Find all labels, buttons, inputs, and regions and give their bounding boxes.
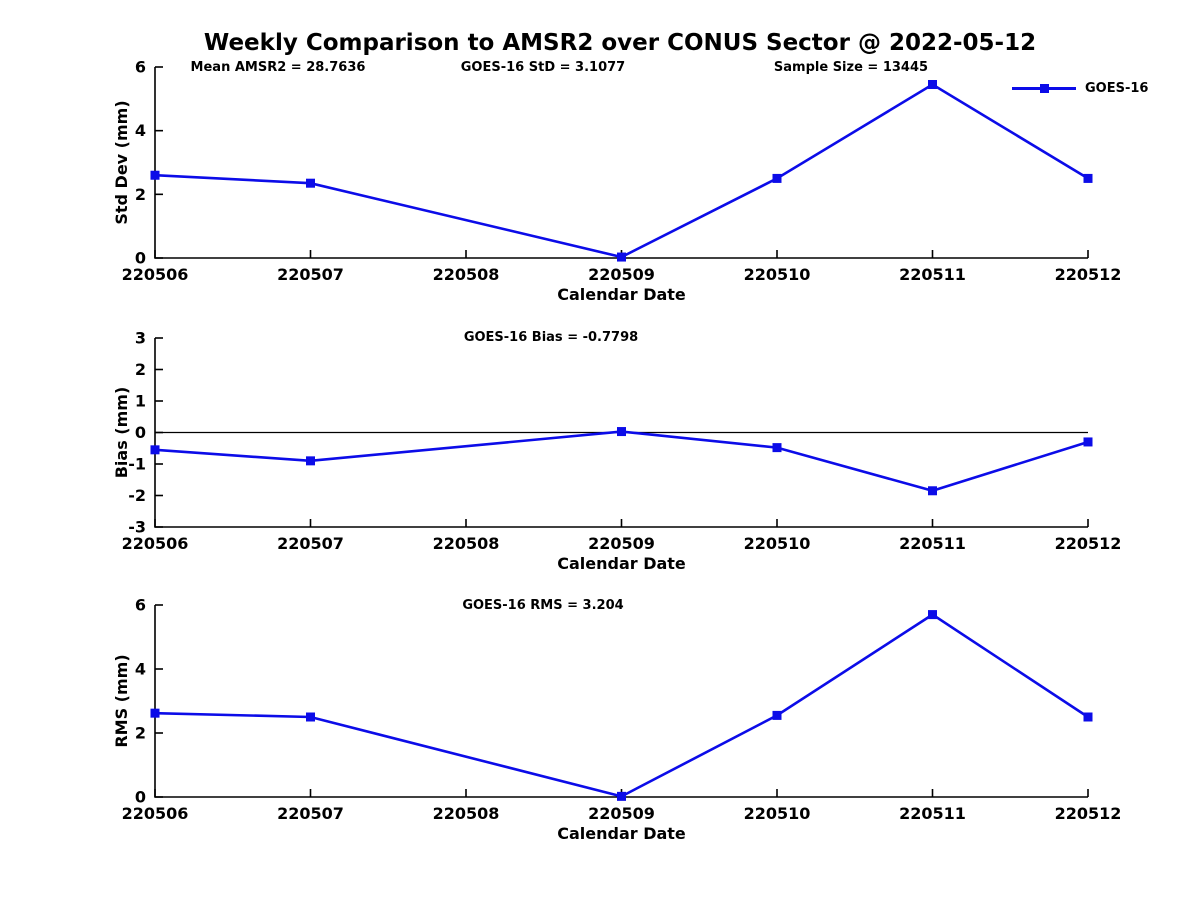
y-tick-label: 3 xyxy=(135,329,146,348)
legend: GOES-16 xyxy=(1012,80,1148,96)
data-point-marker xyxy=(1083,437,1093,447)
y-axis-label: Std Dev (mm) xyxy=(112,100,131,224)
x-tick-label: 220510 xyxy=(744,534,811,553)
x-tick-label: 220511 xyxy=(899,265,966,284)
data-point-marker xyxy=(772,173,782,183)
y-tick-label: 0 xyxy=(135,788,146,807)
data-point-marker xyxy=(306,178,315,188)
y-tick-label: 2 xyxy=(135,724,146,743)
data-point-marker xyxy=(1083,712,1093,722)
x-tick-label: 220508 xyxy=(433,534,500,553)
x-tick-label: 220510 xyxy=(744,804,811,823)
chart-title: Weekly Comparison to AMSR2 over CONUS Se… xyxy=(203,30,1037,56)
x-tick-label: 220509 xyxy=(588,804,655,823)
y-tick-label: 6 xyxy=(135,596,146,615)
annotation-goes16-bias: GOES-16 Bias = -0.7798 xyxy=(463,330,639,345)
x-tick-label: 220507 xyxy=(277,265,344,284)
y-tick-label: -2 xyxy=(128,486,146,505)
data-point-marker xyxy=(928,610,937,620)
data-point-marker xyxy=(150,708,160,718)
x-tick-label: 220510 xyxy=(744,265,811,284)
x-tick-label: 220509 xyxy=(588,534,655,553)
y-tick-label: -1 xyxy=(128,455,146,474)
x-tick-label: 220506 xyxy=(122,804,189,823)
x-axis-label: Calendar Date xyxy=(557,285,686,304)
data-point-marker xyxy=(150,170,160,180)
x-tick-label: 220506 xyxy=(122,534,189,553)
x-tick-label: 220506 xyxy=(122,265,189,284)
annotation-mean-amsr2: Mean AMSR2 = 28.7636 xyxy=(190,60,366,75)
data-point-marker xyxy=(617,252,626,262)
data-point-marker xyxy=(1083,173,1093,183)
y-tick-label: 0 xyxy=(135,249,146,268)
data-point-marker xyxy=(306,712,315,722)
y-tick-label: 6 xyxy=(135,58,146,77)
y-tick-label: 4 xyxy=(135,660,146,679)
x-axis-label: Calendar Date xyxy=(557,554,686,573)
x-tick-label: 220512 xyxy=(1055,534,1122,553)
legend-line-sample xyxy=(1012,80,1076,96)
x-tick-label: 220509 xyxy=(588,265,655,284)
y-tick-label: 2 xyxy=(135,185,146,204)
annotation-sample-size: Sample Size = 13445 xyxy=(773,60,929,75)
y-tick-label: 1 xyxy=(135,392,146,411)
legend-square-marker-icon xyxy=(1040,84,1049,93)
data-line xyxy=(154,613,1089,798)
y-axis-label: Bias (mm) xyxy=(112,387,131,479)
y-tick-label: 0 xyxy=(135,423,146,442)
data-point-marker xyxy=(928,486,937,496)
x-tick-label: 220508 xyxy=(433,265,500,284)
axis-spines xyxy=(154,605,1088,798)
x-tick-label: 220511 xyxy=(899,534,966,553)
data-line xyxy=(154,82,1089,259)
x-tick-label: 220507 xyxy=(277,534,344,553)
legend-label: GOES-16 xyxy=(1085,80,1149,96)
axis-spines xyxy=(154,67,1088,259)
data-point-marker xyxy=(772,710,782,720)
data-point-marker xyxy=(772,443,782,453)
data-point-marker xyxy=(928,80,937,90)
x-tick-label: 220508 xyxy=(433,804,500,823)
data-point-marker xyxy=(617,427,626,437)
y-axis-label: RMS (mm) xyxy=(112,654,131,747)
y-tick-label: -3 xyxy=(128,518,146,537)
x-tick-label: 220507 xyxy=(277,804,344,823)
x-axis-label: Calendar Date xyxy=(557,824,686,843)
x-tick-label: 220512 xyxy=(1055,804,1122,823)
x-tick-label: 220511 xyxy=(899,804,966,823)
annotation-goes16-rms: GOES-16 RMS = 3.204 xyxy=(462,598,624,613)
y-tick-label: 4 xyxy=(135,121,146,140)
annotation-goes16-std: GOES-16 StD = 3.1077 xyxy=(460,60,626,75)
y-tick-label: 2 xyxy=(135,360,146,379)
data-point-marker xyxy=(306,456,315,466)
data-line xyxy=(154,430,1089,493)
x-tick-label: 220512 xyxy=(1055,265,1122,284)
data-point-marker xyxy=(150,445,160,455)
data-point-marker xyxy=(617,791,626,801)
